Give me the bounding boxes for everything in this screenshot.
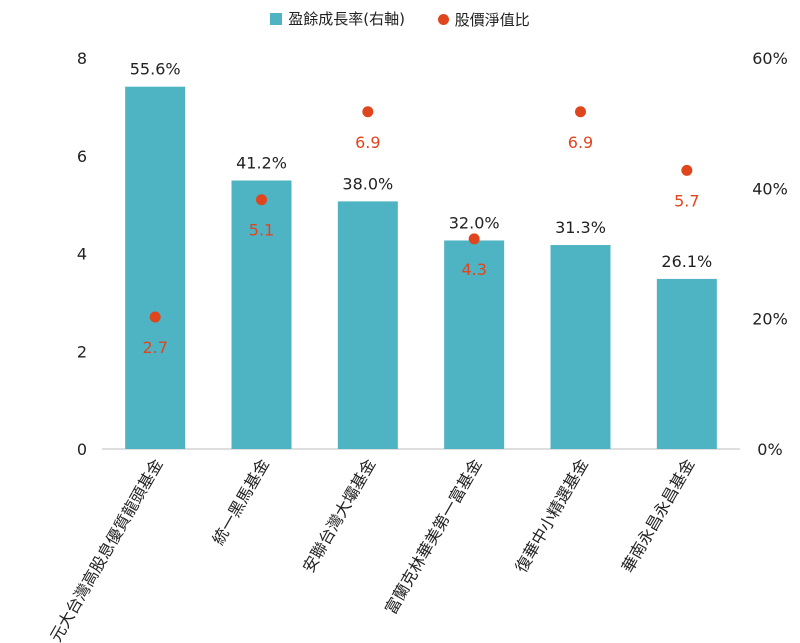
point-data-label: 6.9 [568, 133, 593, 152]
left-axis-tick: 4 [77, 245, 87, 264]
left-axis-tick: 8 [77, 49, 87, 68]
point-data-label: 4.3 [461, 260, 486, 279]
scatter-point [256, 194, 267, 206]
category-label: 統一黑馬基金 [209, 456, 273, 549]
category-label: 富蘭克林華美第一富基金 [381, 455, 485, 617]
legend-item-pbr: 股價淨值比 [437, 9, 530, 30]
legend-dot-pbr [437, 13, 449, 25]
legend: 盈餘成長率(右軸) 股價淨值比 [0, 8, 800, 30]
point-data-label: 5.1 [249, 221, 274, 240]
right-axis-tick: 40% [752, 179, 788, 198]
bar [444, 240, 505, 449]
scatter-point [362, 106, 374, 118]
right-axis-tick: 20% [752, 310, 788, 329]
left-axis-tick: 0 [77, 440, 87, 459]
bar [231, 180, 292, 449]
bar-data-label: 55.6% [130, 60, 181, 79]
scatter-point [149, 311, 161, 323]
bar-data-label: 26.1% [661, 252, 712, 271]
left-axis-tick: 2 [77, 342, 87, 361]
scatter-point [681, 164, 693, 176]
legend-label-pbr: 股價淨值比 [454, 10, 530, 29]
right-axis-tick: 0% [757, 440, 782, 459]
left-axis-tick: 6 [77, 147, 87, 166]
point-data-label: 5.7 [674, 191, 699, 210]
bar-data-label: 38.0% [342, 174, 393, 193]
bar-data-label: 32.0% [449, 213, 500, 232]
bar [656, 278, 717, 449]
point-data-label: 6.9 [355, 133, 380, 152]
scatter-point [575, 106, 586, 118]
category-label: 華南永昌永昌基金 [618, 456, 698, 576]
scatter-point [468, 233, 480, 245]
bar [337, 201, 398, 449]
category-label: 復華中小精選基金 [512, 456, 592, 576]
category-label: 安聯台灣大壩基金 [299, 456, 379, 576]
legend-swatch-growth [270, 12, 283, 25]
category-label: 元大台灣高股息優質龍頭基金 [46, 456, 166, 643]
legend-label-growth: 盈餘成長率(右軸) [288, 10, 405, 28]
point-data-label: 2.7 [142, 338, 167, 357]
bar-data-label: 41.2% [236, 154, 287, 173]
right-axis-tick: 60% [752, 49, 788, 68]
bar-data-label: 31.3% [555, 218, 606, 237]
bar [125, 86, 186, 449]
bar [550, 245, 611, 449]
legend-item-growth: 盈餘成長率(右軸) [270, 8, 405, 29]
